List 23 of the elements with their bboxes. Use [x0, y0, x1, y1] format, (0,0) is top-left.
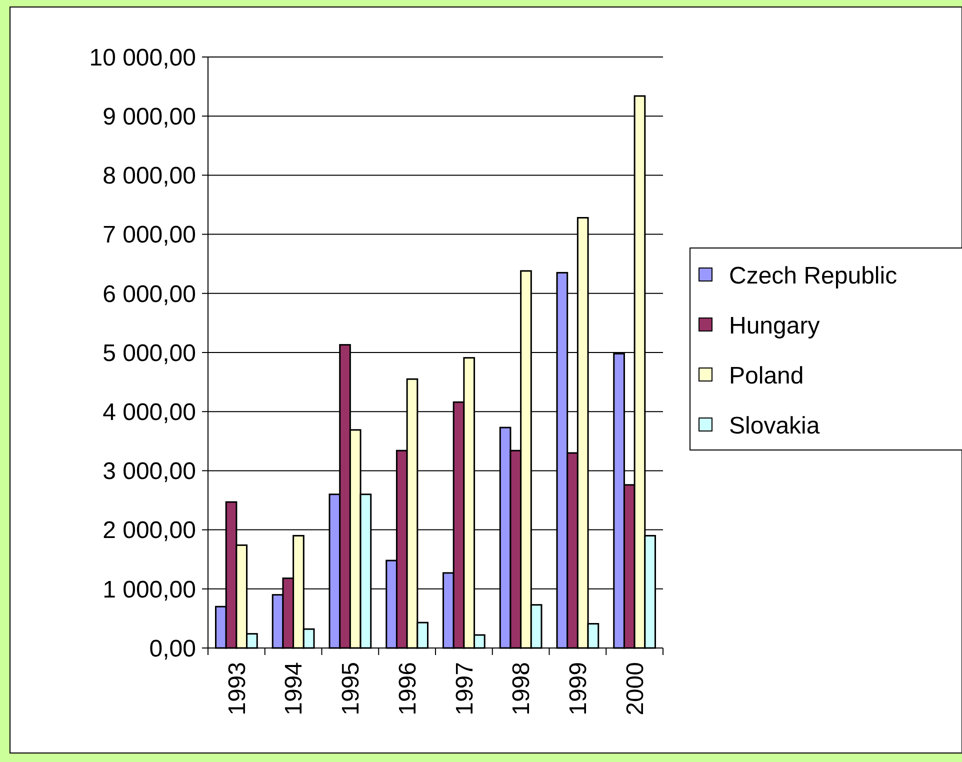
y-tick-label: 2 000,00	[102, 517, 196, 544]
x-tick-label: 1993	[224, 662, 251, 716]
x-tick-label: 1998	[508, 662, 536, 716]
y-tick-label: 9 000,00	[102, 104, 196, 130]
y-tick-label: 0,00	[149, 635, 196, 662]
y-tick-label: 6 000,00	[102, 280, 196, 308]
y-tick-label: 4 000,00	[102, 399, 196, 426]
y-tick-label: 3 000,00	[102, 458, 196, 486]
x-tick-label: 2000	[622, 662, 649, 716]
legend-label: Czech Republic	[729, 262, 898, 290]
x-tick-label: 1994	[280, 662, 308, 716]
y-tick-label: 8 000,00	[102, 162, 196, 190]
legend-label: Poland	[729, 362, 804, 390]
x-tick-label: 1999	[565, 662, 592, 716]
y-tick-label: 10 000,00	[89, 44, 196, 72]
legend-label: Hungary	[729, 312, 820, 340]
legend-label: Slovakia	[729, 412, 820, 440]
y-tick-label: 1 000,00	[102, 576, 196, 604]
y-tick-label: 7 000,00	[102, 222, 196, 249]
x-tick-label: 1995	[338, 662, 365, 716]
y-tick-label: 5 000,00	[102, 340, 196, 367]
x-tick-label: 1996	[394, 662, 422, 716]
x-tick-label: 1997	[451, 662, 478, 716]
